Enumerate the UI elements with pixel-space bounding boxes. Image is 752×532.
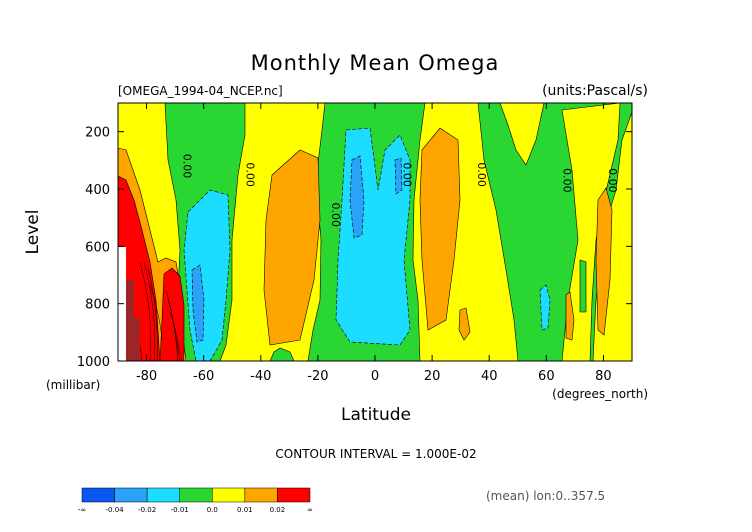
colorbar-label: -0.02 xyxy=(138,506,156,514)
region-blue-south xyxy=(191,264,205,343)
region-cyan-north xyxy=(539,284,551,331)
colorbar-swatch xyxy=(146,487,180,503)
region-yellow-notch-1 xyxy=(499,103,545,166)
colorbar-swatch xyxy=(114,487,148,503)
colorbar-swatch xyxy=(179,487,213,503)
colorbar-label: 0.0 xyxy=(207,506,218,514)
zero-contour-label: 0.00 xyxy=(606,168,619,193)
region-dark-red xyxy=(126,280,140,361)
colorbar-label: -0.04 xyxy=(106,506,125,514)
region-blue-center-2 xyxy=(394,157,403,195)
y-units-label: (millibar) xyxy=(46,378,100,392)
colorbar-label: -0.01 xyxy=(171,506,189,514)
zero-contour-label: 0.00 xyxy=(401,162,414,187)
x-units-label: (degrees_north) xyxy=(552,387,648,401)
x-tick-label: 60 xyxy=(538,369,555,384)
region-orange-3 xyxy=(458,307,471,341)
colorbar: -∞ -0.04 -0.02 -0.01 0.0 0.01 0.02 ∞ xyxy=(78,487,313,514)
x-tick-label: 80 xyxy=(595,369,612,384)
x-tick-label: -20 xyxy=(307,369,328,384)
y-tick-label: 600 xyxy=(85,240,110,255)
chart-title: Monthly Mean Omega xyxy=(251,51,500,75)
zero-contour-labels: 0.00 0.00 0.00 0.00 0.00 0.00 0.00 xyxy=(181,154,619,227)
region-orange-4 xyxy=(565,291,575,341)
units-label: (units:Pascal/s) xyxy=(542,83,648,99)
region-orange-1 xyxy=(263,149,321,346)
file-label: [OMEGA_1994-04_NCEP.nc] xyxy=(118,84,283,98)
y-axis: 200 400 600 800 1000 xyxy=(77,126,632,370)
footer-note: (mean) lon:0..357.5 xyxy=(486,489,605,503)
x-tick-label: -60 xyxy=(193,369,214,384)
x-axis-label: Latitude xyxy=(341,405,411,425)
contour-interval-label: CONTOUR INTERVAL = 1.000E-02 xyxy=(275,447,476,461)
region-orange-2 xyxy=(419,127,461,331)
colorbar-swatch xyxy=(277,487,311,503)
zero-contour-label: 0.00 xyxy=(181,154,194,179)
zero-contour-label: 0.00 xyxy=(244,162,257,187)
y-tick-label: 200 xyxy=(85,126,110,141)
region-orange-5 xyxy=(595,187,613,336)
zero-contour-label: 0.00 xyxy=(560,168,573,193)
zero-contour-label: 0.00 xyxy=(329,203,342,228)
y-tick-label: 1000 xyxy=(77,355,110,370)
colorbar-label: ∞ xyxy=(307,506,313,514)
colorbar-swatch xyxy=(212,487,246,503)
x-tick-label: 20 xyxy=(424,369,441,384)
x-tick-label: 40 xyxy=(481,369,498,384)
x-axis: -80 -60 -40 -20 0 20 40 60 80 xyxy=(136,103,612,384)
region-green-bottom xyxy=(269,347,295,361)
region-yellow-notch-2 xyxy=(561,103,621,361)
x-tick-label: -40 xyxy=(250,369,271,384)
zero-contour-label: 0.00 xyxy=(475,162,488,187)
colorbar-label: -∞ xyxy=(78,506,86,514)
colorbar-label: 0.02 xyxy=(270,506,286,514)
contour-field xyxy=(118,103,632,361)
y-axis-label: Level xyxy=(23,210,43,255)
y-tick-label: 800 xyxy=(85,298,110,313)
region-green-sliver xyxy=(579,259,587,313)
x-tick-label: -80 xyxy=(136,369,157,384)
x-tick-label: 0 xyxy=(371,369,379,384)
colorbar-swatch xyxy=(244,487,278,503)
region-blue-center-1 xyxy=(349,155,365,239)
colorbar-swatch xyxy=(81,487,115,503)
colorbar-label: 0.01 xyxy=(237,506,253,514)
y-tick-label: 400 xyxy=(85,183,110,198)
